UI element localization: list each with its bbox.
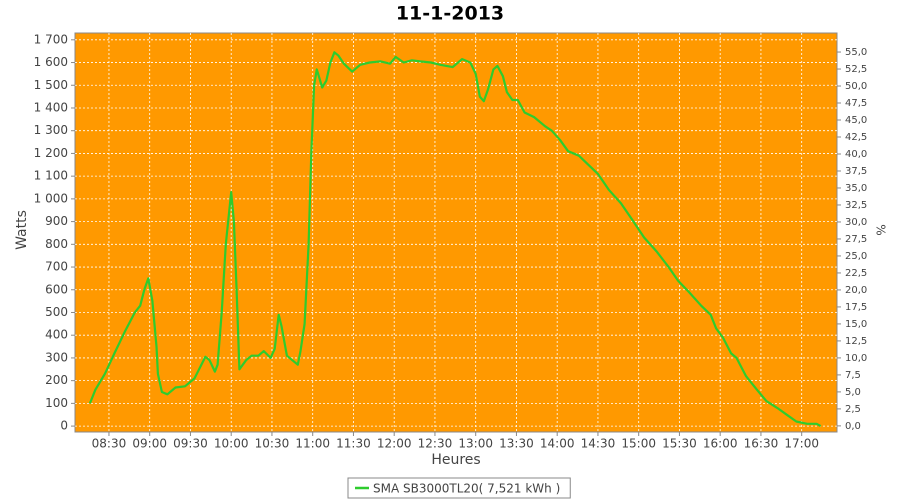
- x-tick-label: 10:00: [214, 437, 249, 451]
- x-tick-label: 15:00: [621, 437, 656, 451]
- y-tick-label: 1 300: [34, 123, 68, 137]
- y-tick-label: 400: [45, 328, 68, 342]
- y2-tick-label: 20,0: [845, 285, 867, 296]
- y-tick-label: 600: [45, 282, 68, 296]
- y-tick-label: 0: [60, 419, 68, 433]
- y-tick-label: 1 400: [34, 100, 68, 114]
- y2-tick-label: 15,0: [845, 319, 867, 330]
- y2-tick-label: 22,5: [845, 268, 867, 279]
- data-line: [88, 51, 822, 428]
- y2-tick-label: 5,0: [845, 387, 861, 398]
- y-tick-label: 1 700: [34, 32, 68, 46]
- y2-tick-label: 47,5: [845, 98, 867, 109]
- y-tick-label: 100: [45, 396, 68, 410]
- y2-tick-label: 2,5: [845, 404, 861, 415]
- y2-tick-label: 10,0: [845, 353, 867, 364]
- y2-tick-label: 40,0: [845, 149, 867, 160]
- y-tick-label: 200: [45, 373, 68, 387]
- y2-tick-label: 7,5: [845, 370, 861, 381]
- x-axis-label: Heures: [431, 452, 480, 468]
- y-tick-label: 300: [45, 350, 68, 364]
- y2-tick-label: 37,5: [845, 166, 867, 177]
- y-tick-label: 500: [45, 305, 68, 319]
- y2-tick-label: 42,5: [845, 132, 867, 143]
- y2-tick-label: 25,0: [845, 251, 867, 262]
- x-tick-label: 08:30: [92, 437, 127, 451]
- x-tick-label: 17:00: [784, 437, 819, 451]
- legend-label: SMA SB3000TL20( 7,521 kWh ): [373, 482, 560, 496]
- y2-tick-label: 0,0: [845, 421, 861, 432]
- y-tick-label: 900: [45, 214, 68, 228]
- y2-tick-label: 17,5: [845, 302, 867, 313]
- x-tick-label: 16:30: [744, 437, 779, 451]
- x-tick-label: 15:30: [662, 437, 697, 451]
- y-tick-label: 1 600: [34, 55, 68, 69]
- x-tick-label: 13:00: [458, 437, 493, 451]
- x-tick-label: 10:30: [255, 437, 290, 451]
- y2-tick-label: 50,0: [845, 81, 867, 92]
- y2-tick-label: 27,5: [845, 234, 867, 245]
- y-tick-label: 1 200: [34, 146, 68, 160]
- y2-axis-label: %: [874, 224, 888, 235]
- x-tick-label: 11:00: [295, 437, 330, 451]
- x-tick-label: 14:00: [540, 437, 575, 451]
- y-tick-label: 800: [45, 237, 68, 251]
- legend-box: [347, 477, 571, 499]
- y2-tick-label: 52,5: [845, 64, 867, 75]
- x-tick-label: 14:30: [581, 437, 616, 451]
- x-tick-label: 09:30: [173, 437, 208, 451]
- y-tick-label: 1 100: [34, 169, 68, 183]
- x-tick-label: 11:30: [336, 437, 371, 451]
- y2-tick-label: 55,0: [845, 47, 867, 58]
- y-tick-label: 1 000: [34, 191, 68, 205]
- y-tick-label: 1 500: [34, 78, 68, 92]
- y-axis-label: Watts: [14, 210, 30, 250]
- x-tick-label: 12:30: [418, 437, 453, 451]
- y2-tick-label: 30,0: [845, 217, 867, 228]
- x-tick-label: 13:30: [499, 437, 534, 451]
- y2-tick-label: 12,5: [845, 336, 867, 347]
- y2-tick-label: 45,0: [845, 115, 867, 126]
- legend: SMA SB3000TL20( 7,521 kWh ): [347, 477, 571, 499]
- chart-title: 11-1-2013: [396, 3, 504, 25]
- x-tick-label: 12:00: [377, 437, 412, 451]
- x-tick-label: 09:00: [132, 437, 167, 451]
- y2-tick-label: 35,0: [845, 183, 867, 194]
- y-tick-label: 700: [45, 260, 68, 274]
- x-tick-label: 16:00: [703, 437, 738, 451]
- y2-tick-label: 32,5: [845, 200, 867, 211]
- plot-area: [74, 32, 838, 433]
